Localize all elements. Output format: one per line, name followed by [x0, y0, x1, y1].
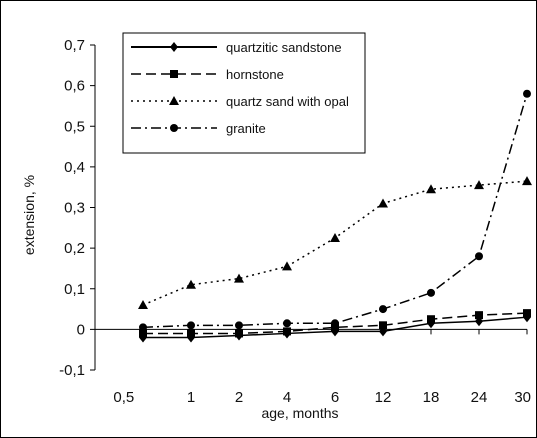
data-point-hornstone [235, 329, 243, 338]
y-tick-label: 0,4 [64, 159, 85, 176]
legend-marker [170, 70, 178, 78]
legend-label: quartzitic sandstone [226, 40, 342, 55]
data-point-quartz-sand-with-opal [522, 176, 532, 186]
x-tick-label: 18 [423, 389, 440, 406]
data-point-hornstone [283, 327, 291, 336]
data-point-hornstone [475, 311, 483, 320]
data-point-granite [523, 89, 531, 98]
x-axis-title: age, months [261, 405, 338, 421]
legend-label: granite [226, 121, 266, 136]
x-tick-label: 24 [471, 389, 488, 406]
legend: quartzitic sandstone hornstone quartz sand… [122, 32, 366, 154]
data-point-quartz-sand-with-opal [282, 261, 292, 271]
data-point-granite [235, 321, 243, 330]
data-point-granite [475, 252, 483, 261]
data-point-quartz-sand-with-opal [474, 180, 484, 190]
y-tick-label: 0 [77, 321, 85, 338]
y-axis-title: extension, % [21, 175, 37, 255]
x-tick-label: 12 [375, 389, 392, 406]
data-point-granite [331, 319, 339, 328]
x-tick-label: 30 [514, 389, 531, 406]
legend-label: hornstone [226, 67, 284, 82]
data-point-hornstone [139, 329, 147, 338]
data-point-granite [139, 323, 147, 332]
data-point-quartz-sand-with-opal [234, 273, 244, 283]
y-tick-label: 0,2 [64, 240, 85, 257]
legend-marker [170, 42, 178, 52]
series-line-granite [142, 93, 528, 329]
data-point-granite [283, 319, 291, 328]
x-tick-label: 1 [187, 389, 195, 406]
legend-label: quartz sand with opal [226, 94, 349, 109]
y-tick-label: 0,5 [64, 118, 85, 135]
legend-marker [170, 124, 178, 132]
y-tick-label: -0,1 [59, 362, 85, 379]
data-point-hornstone [427, 315, 435, 324]
x-tick-label: 2 [235, 389, 243, 406]
y-tick-label: 0,3 [64, 200, 85, 217]
data-point-hornstone [523, 309, 531, 318]
y-tick-label: 0,1 [64, 281, 85, 298]
data-point-granite [427, 288, 435, 297]
legend-box [122, 32, 366, 154]
y-tick-label: 0,7 [64, 37, 85, 54]
data-point-quartz-sand-with-opal [426, 184, 436, 194]
data-point-hornstone [379, 321, 387, 330]
y-tick-label: 0,6 [64, 78, 85, 95]
data-point-quartz-sand-with-opal [378, 198, 388, 208]
data-point-hornstone [331, 323, 339, 332]
data-point-quartz-sand-with-opal [138, 300, 148, 309]
data-point-quartz-sand-with-opal [330, 232, 340, 242]
x-tick-label: 0,5 [113, 389, 134, 406]
data-point-hornstone [187, 329, 195, 338]
data-point-granite [187, 321, 195, 330]
data-point-quartz-sand-with-opal [186, 279, 196, 289]
legend-marker [169, 96, 179, 105]
data-point-granite [379, 305, 387, 314]
series-line-hornstone [143, 312, 528, 335]
x-tick-label: 6 [331, 389, 339, 406]
x-tick-label: 4 [283, 389, 291, 406]
